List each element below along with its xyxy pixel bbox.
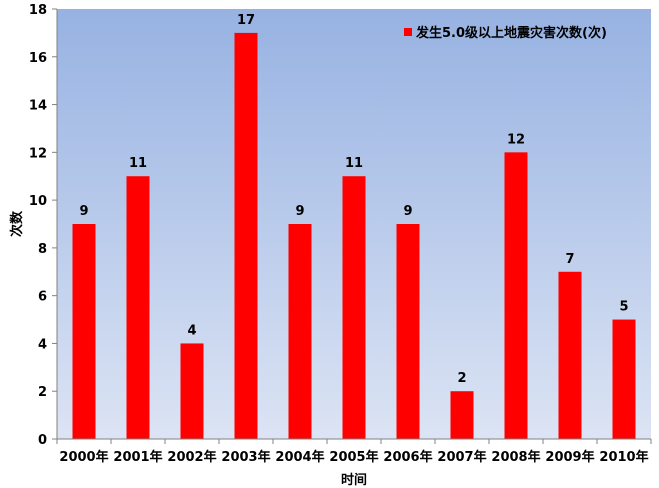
bar [234,32,258,440]
x-tick-label: 2001年 [113,449,162,465]
y-tick-label: 14 [29,99,47,114]
data-label: 5 [619,300,628,315]
y-tick-label: 2 [38,385,47,400]
bars: 9 11 4 17 9 11 9 2 12 7 5 [72,13,636,440]
bar [450,391,474,439]
legend-label: 发生5.0级以上地震灾害次数(次) [415,25,607,41]
y-axis: 0 2 4 6 8 10 12 14 16 18 [29,3,58,448]
data-label: 9 [295,204,304,219]
y-tick-label: 10 [29,194,47,209]
x-tick-label: 2002年 [167,449,216,465]
data-label: 11 [129,156,147,171]
x-tick-label: 2000年 [59,449,108,465]
x-tick-label: 2005年 [329,449,378,465]
bar [342,176,366,439]
bar [558,271,582,439]
bar [72,224,96,439]
x-axis: 2000年 2001年 2002年 2003年 2004年 2005年 2006年 2007年… [56,438,652,465]
y-tick-label: 6 [38,290,47,305]
x-tick-label: 2009年 [545,449,594,465]
x-tick-label: 2003年 [221,449,270,465]
bar [126,176,150,439]
data-label: 12 [507,132,525,147]
x-tick-label: 2006年 [383,449,432,465]
data-label: 9 [403,204,412,219]
y-axis-title: 次数 [9,210,25,237]
data-label: 11 [345,156,363,171]
bar [612,319,636,439]
y-tick-label: 12 [29,146,47,161]
bar [396,224,420,439]
x-axis-title: 时间 [341,472,367,488]
bar [504,152,528,440]
y-tick-label: 0 [38,433,47,448]
y-tick-label: 16 [29,51,47,66]
x-tick-label: 2004年 [275,449,324,465]
data-label: 2 [457,371,466,386]
data-label: 4 [187,323,196,338]
x-tick-label: 2008年 [491,449,540,465]
bar [288,224,312,439]
data-label: 7 [565,252,574,267]
data-label: 17 [237,13,255,28]
y-tick-label: 4 [38,337,47,352]
legend-swatch [404,28,412,36]
y-tick-label: 18 [29,3,47,18]
x-tick-label: 2010年 [599,449,648,465]
x-tick-label: 2007年 [437,449,486,465]
data-label: 9 [79,204,88,219]
bar [180,343,204,439]
legend: 发生5.0级以上地震灾害次数(次) [404,25,607,41]
y-tick-label: 8 [38,242,47,257]
